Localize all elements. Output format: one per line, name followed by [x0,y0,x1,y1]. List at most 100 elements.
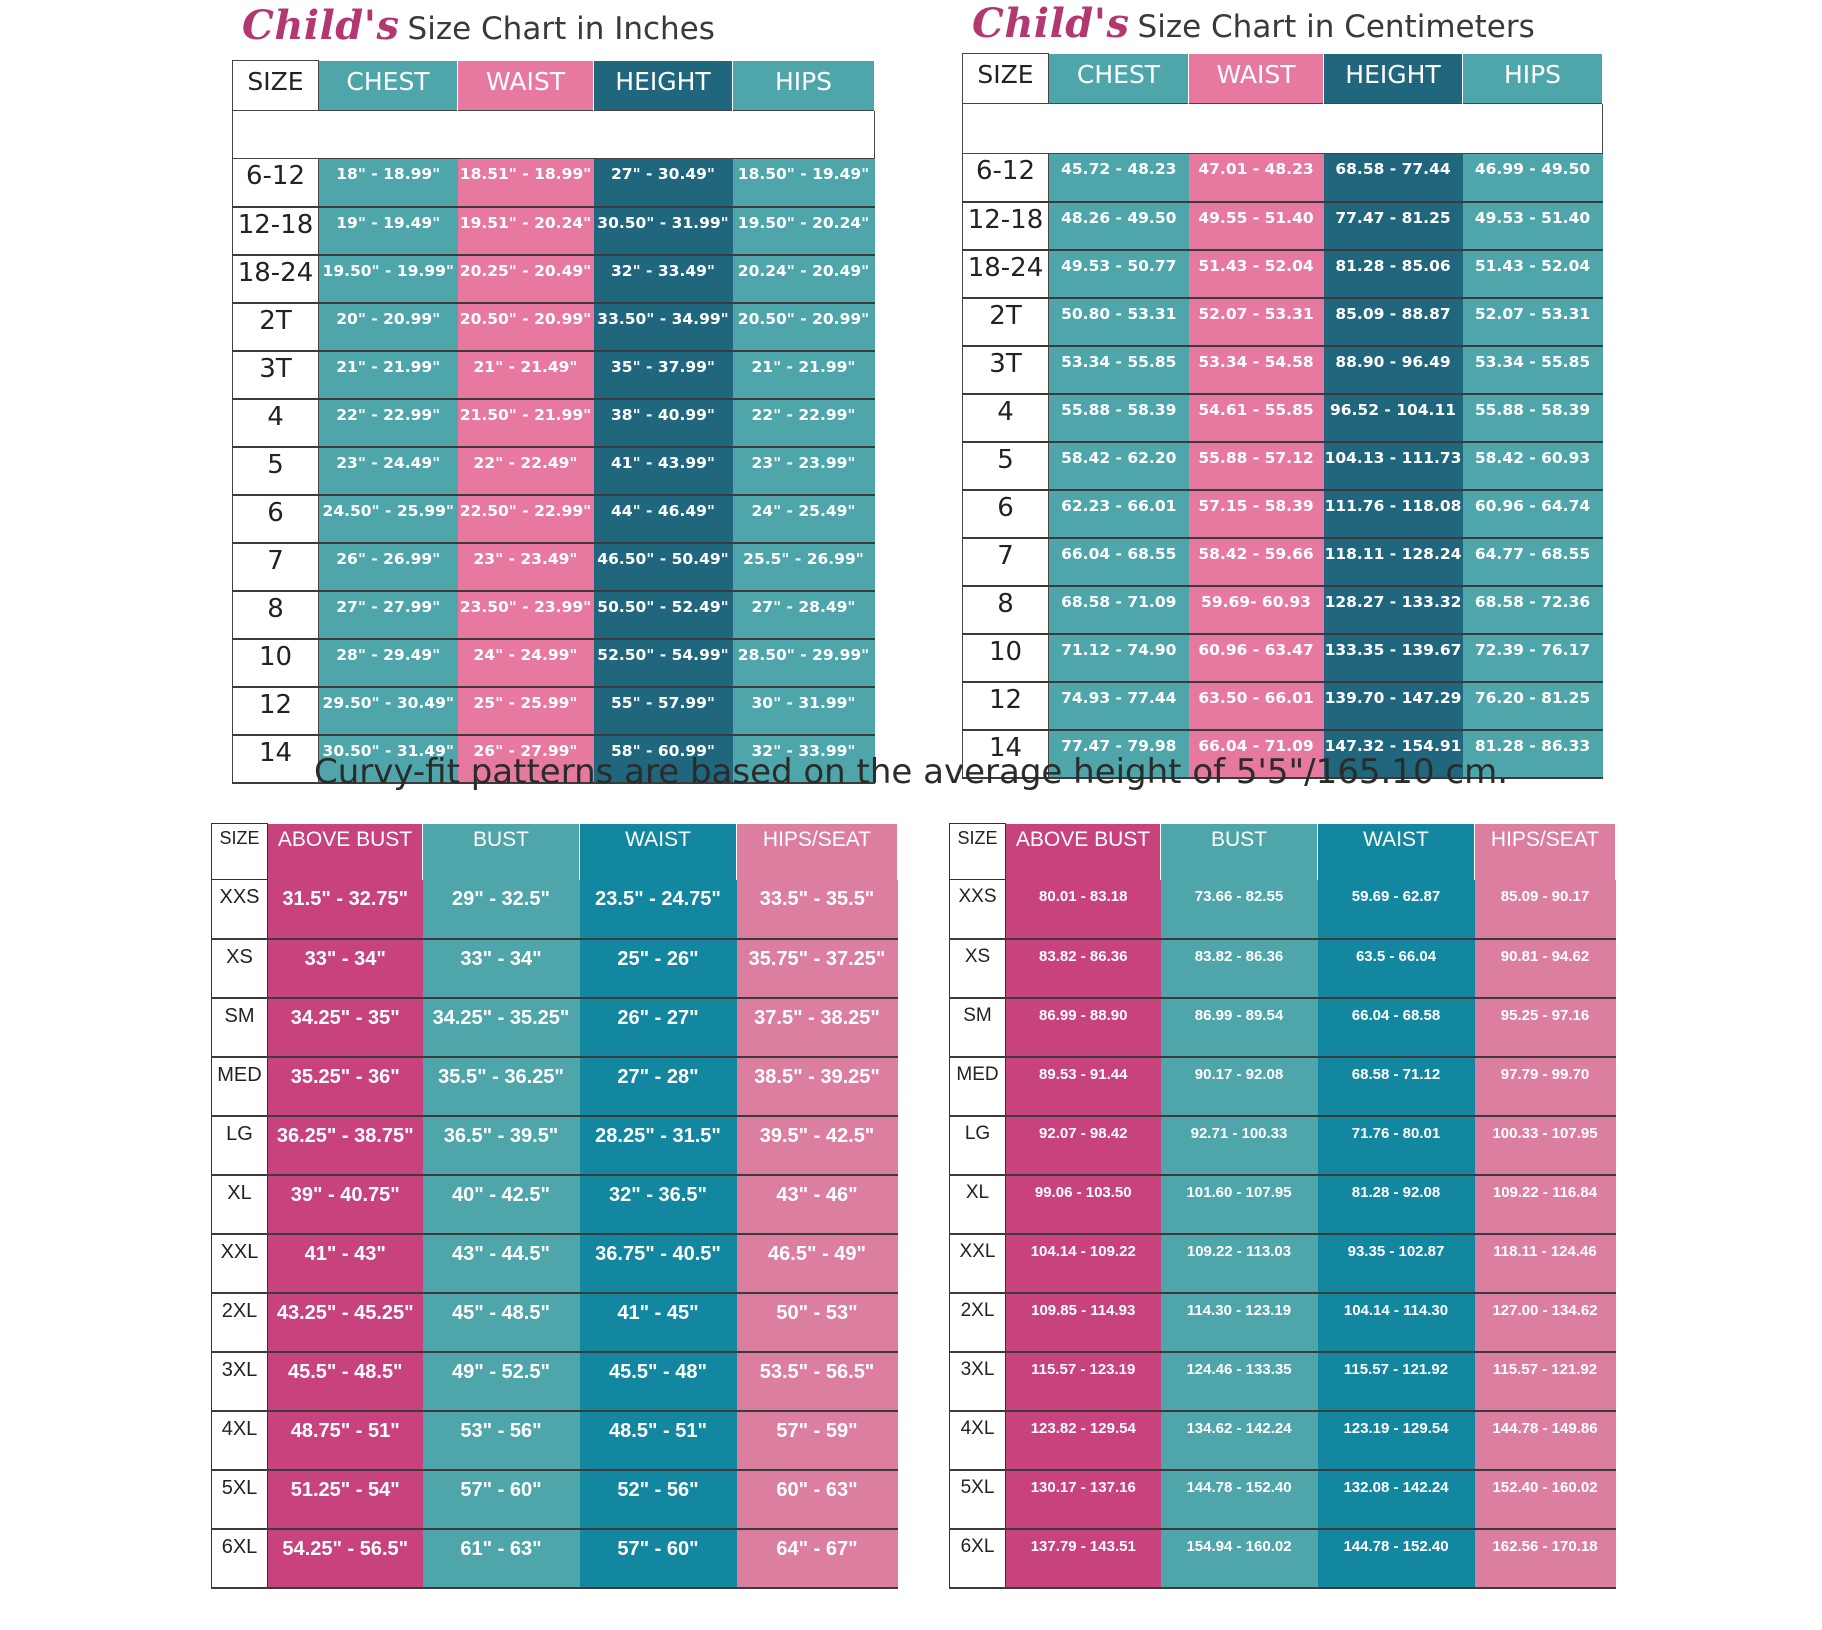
child-cm-waist-cell: 63.50 - 66.01 [1188,681,1324,731]
child-cm-waist-cell: 52.07 - 53.31 [1188,297,1324,347]
table-row: 5 58.42 - 62.20 55.88 - 57.12 104.13 - 111.… [962,441,1603,491]
child-cm-chest-cell: 74.93 - 77.44 [1048,681,1189,731]
child-inches-size-cell: 7 [232,542,319,592]
adult-cm-hips-seat-cell: 144.78 - 149.86 [1474,1410,1616,1471]
table-row: 5XL 130.17 - 137.16 144.78 - 152.40 132.08 … [949,1469,1616,1530]
child-inches-waist-cell: 21" - 21.49" [457,350,594,400]
table-row: 4XL 48.75" - 51" 53" - 56" 48.5" - 51" 57" -… [211,1410,898,1471]
table-row: MED 35.25" - 36" 35.5" - 36.25" 27" - 28" 38… [211,1056,898,1117]
adult-inches-bust-cell: 53" - 56" [422,1410,580,1471]
adult-cm-above-bust-cell: 137.79 - 143.51 [1005,1528,1161,1589]
child-cm-size-cell: 14 [962,729,1049,779]
adult-inches-hips-seat-cell: 64" - 67" [736,1528,898,1589]
table-row: XL 39" - 40.75" 40" - 42.5" 32" - 36.5" 43" … [211,1174,898,1235]
child-inches-height-cell: 30.50" - 31.99" [593,206,733,256]
adult-inches-waist-cell: 25" - 26" [579,938,737,999]
adult-cm-above-bust-cell: 115.57 - 123.19 [1005,1351,1161,1412]
adult-cm-bust-cell: 134.62 - 142.24 [1160,1410,1318,1471]
child-inches-hips-cell: 20.24" - 20.49" [732,254,875,304]
child-cm-size-cell: 18-24 [962,249,1049,299]
adult-cm-above-bust-cell: 83.82 - 86.36 [1005,938,1161,999]
child-inches-height-cell: 27" - 30.49" [593,158,733,208]
child-cm-height-cell: 96.52 - 104.11 [1323,393,1463,443]
child-cm-chest-cell: 71.12 - 74.90 [1048,633,1189,683]
adult-inches-hips-seat-cell: 38.5" - 39.25" [736,1056,898,1117]
adult-inches-above-bust-cell: 43.25" - 45.25" [267,1292,423,1353]
adult-cm-size-cell: SM [949,997,1006,1058]
child-cm-title-text: Size Chart in Centimeters [1137,9,1535,45]
child-inches-hips-cell: 23" - 23.99" [732,446,875,496]
adult-cm-header-hips-seat: HIPS/SEAT [1474,823,1616,880]
adult-cm-size-cell: 4XL [949,1410,1006,1471]
child-inches-size-cell: 18-24 [232,254,319,304]
adult-inches-above-bust-cell: 39" - 40.75" [267,1174,423,1235]
child-inches-hips-cell: 25.5" - 26.99" [732,542,875,592]
adult-cm-waist-cell: 93.35 - 102.87 [1317,1233,1475,1294]
table-row: 3T 21" - 21.99" 21" - 21.49" 35" - 37.99" 21… [232,350,875,400]
adult-inches-table: SIZE ABOVE BUST BUST WAIST HIPS/SEAT XXS 31.5… [211,823,898,1589]
table-row: 3XL 115.57 - 123.19 124.46 - 133.35 115.57 … [949,1351,1616,1412]
curvy-fit-note: Curvy-fit patterns are based on the aver… [313,752,1509,792]
adult-inches-above-bust-cell: 34.25" - 35" [267,997,423,1058]
adult-inches-size-cell: 3XL [211,1351,268,1412]
child-inches-chest-cell: 24.50" - 25.99" [318,494,458,544]
child-inches-chest-cell: 30.50" - 31.49" [318,734,458,784]
table-row: 4 22" - 22.99" 21.50" - 21.99" 38" - 40.99"… [232,398,875,448]
table-row: 18-24 19.50" - 19.99" 20.25" - 20.49" 32" -… [232,254,875,304]
child-cm-waist-cell: 47.01 - 48.23 [1188,153,1324,203]
adult-inches-size-cell: 5XL [211,1469,268,1530]
adult-cm-bust-cell: 73.66 - 82.55 [1160,879,1318,940]
child-cm-header-height: HEIGHT [1323,53,1463,104]
child-inches-hips-cell: 28.50" - 29.99" [732,638,875,688]
child-cm-chest-cell: 68.58 - 71.09 [1048,585,1189,635]
child-cm-header-size: SIZE [962,53,1049,104]
child-inches-size-cell: 6-12 [232,158,319,208]
adult-cm-bust-cell: 90.17 - 92.08 [1160,1056,1318,1117]
adult-inches-hips-seat-cell: 39.5" - 42.5" [736,1115,898,1176]
adult-inches-waist-cell: 41" - 45" [579,1292,737,1353]
table-row: 2T 50.80 - 53.31 52.07 - 53.31 85.09 - 88.8… [962,297,1603,347]
adult-cm-hips-seat-cell: 85.09 - 90.17 [1474,879,1616,940]
child-cm-waist-cell: 60.96 - 63.47 [1188,633,1324,683]
adult-inches-hips-seat-cell: 60" - 63" [736,1469,898,1530]
adult-cm-waist-cell: 115.57 - 121.92 [1317,1351,1475,1412]
table-row: 6XL 137.79 - 143.51 154.94 - 160.02 144.78 … [949,1528,1616,1589]
child-inches-hips-cell: 22" - 22.99" [732,398,875,448]
child-inches-chest-cell: 27" - 27.99" [318,590,458,640]
child-cm-hips-cell: 64.77 - 68.55 [1462,537,1603,587]
adult-cm-waist-cell: 71.76 - 80.01 [1317,1115,1475,1176]
table-row: 6 24.50" - 25.99" 22.50" - 22.99" 44" - 46.… [232,494,875,544]
child-cm-hips-cell: 55.88 - 58.39 [1462,393,1603,443]
child-cm-chest-cell: 49.53 - 50.77 [1048,249,1189,299]
table-row: 3T 53.34 - 55.85 53.34 - 54.58 88.90 - 96.4… [962,345,1603,395]
adult-inches-size-cell: XXL [211,1233,268,1294]
adult-inches-header-bust: BUST [422,823,580,880]
child-inches-size-cell: 10 [232,638,319,688]
adult-cm-bust-cell: 101.60 - 107.95 [1160,1174,1318,1235]
child-inches-waist-cell: 26" - 27.99" [457,734,594,784]
child-cm-waist-cell: 58.42 - 59.66 [1188,537,1324,587]
adult-inches-hips-seat-cell: 33.5" - 35.5" [736,879,898,940]
child-inches-size-cell: 8 [232,590,319,640]
table-row: 7 66.04 - 68.55 58.42 - 59.66 118.11 - 128.… [962,537,1603,587]
child-cm-size-cell: 8 [962,585,1049,635]
table-row: 6XL 54.25" - 56.5" 61" - 63" 57" - 60" 64" -… [211,1528,898,1589]
child-inches-height-cell: 38" - 40.99" [593,398,733,448]
adult-cm-above-bust-cell: 123.82 - 129.54 [1005,1410,1161,1471]
child-inches-header-chest: CHEST [318,60,458,111]
adult-inches-bust-cell: 43" - 44.5" [422,1233,580,1294]
child-cm-height-cell: 118.11 - 128.24 [1323,537,1463,587]
adult-inches-waist-cell: 23.5" - 24.75" [579,879,737,940]
child-inches-table: SIZE CHEST WAIST HEIGHT HIPS 6-12 18" - 18.99… [232,60,875,784]
child-cm-waist-cell: 51.43 - 52.04 [1188,249,1324,299]
child-inches-size-cell: 12-18 [232,206,319,256]
adult-inches-bust-cell: 36.5" - 39.5" [422,1115,580,1176]
table-row: 6 62.23 - 66.01 57.15 - 58.39 111.76 - 118.… [962,489,1603,539]
adult-cm-hips-seat-cell: 109.22 - 116.84 [1474,1174,1616,1235]
adult-inches-hips-seat-cell: 43" - 46" [736,1174,898,1235]
adult-cm-waist-cell: 132.08 - 142.24 [1317,1469,1475,1530]
child-cm-chest-cell: 48.26 - 49.50 [1048,201,1189,251]
adult-cm-size-cell: XXS [949,879,1006,940]
adult-cm-size-cell: 6XL [949,1528,1006,1589]
adult-cm-size-cell: 5XL [949,1469,1006,1530]
